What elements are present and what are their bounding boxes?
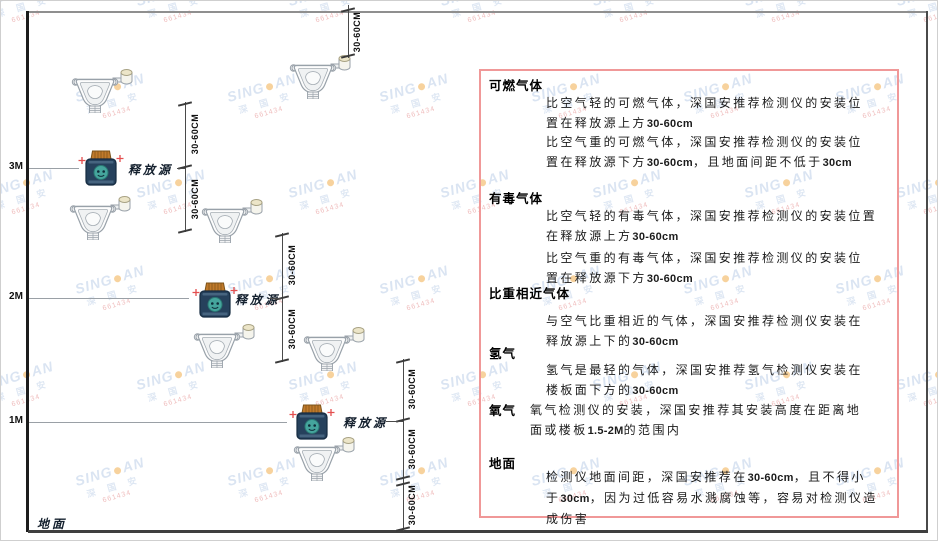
section-heading-toxic-gas: 有毒气体 — [489, 192, 544, 206]
release-source-icon — [77, 150, 125, 186]
dimension-stub — [177, 168, 185, 169]
release-source-label: 释放源 — [343, 416, 389, 430]
level-line-2m — [29, 298, 189, 299]
dimension-line — [403, 359, 404, 531]
right-wall-line — [926, 11, 928, 532]
gas-detector-icon — [69, 195, 131, 240]
watermark-dot-icon — [326, 370, 336, 379]
gas-detector-icon — [193, 323, 255, 368]
dimension-stub — [269, 298, 282, 299]
level-line-1m — [29, 422, 287, 423]
dimension-label: 30-60CM — [352, 11, 362, 53]
spec-paragraph: 比空气轻的有毒气体，深国安推荐检测仪的安装位置在释放源上方30-60cm — [546, 209, 878, 243]
watermark-dot-icon — [417, 466, 427, 475]
dimension-stub — [386, 421, 403, 422]
watermark-dot-icon — [174, 178, 184, 187]
spec-paragraph: 与空气比重相近的气体，深国安推荐检测仪安装在释放源上下的30-60cm — [546, 314, 863, 348]
release-source-label: 释放源 — [235, 293, 281, 307]
dimension-label: 30-60CM — [287, 308, 297, 350]
section-heading-combustible-gas: 可燃气体 — [489, 79, 544, 93]
spec-paragraph: 比空气重的有毒气体，深国安推荐检测仪的安装位置在释放源下方30-60cm — [546, 251, 863, 285]
spec-paragraph: 氢气是最轻的气体，深国安推荐氢气检测仪安装在楼板面下方的30-60cm — [546, 363, 863, 397]
dimension-label: 30-60CM — [287, 244, 297, 286]
spec-paragraph: 比空气重的可燃气体，深国安推荐检测仪的安装位置在释放源下方30-60cm，且地面… — [546, 135, 863, 169]
height-label-3m: 3M — [9, 161, 23, 172]
watermark-dot-icon — [417, 82, 427, 91]
height-label-2m: 2M — [9, 291, 23, 302]
dimension-label: 30-60CM — [190, 113, 200, 155]
watermark-dot-icon — [265, 466, 275, 475]
watermark-dot-icon — [326, 178, 336, 187]
height-label-1m: 1M — [9, 415, 23, 426]
section-heading-ground: 地面 — [489, 457, 517, 471]
watermark-dot-icon — [417, 274, 427, 283]
spec-paragraph: 比空气轻的可燃气体，深国安推荐检测仪的安装位置在释放源上方30-60cm — [546, 96, 863, 130]
level-line-3m — [29, 168, 79, 169]
watermark-dot-icon — [934, 178, 937, 187]
watermark-dot-icon — [113, 274, 123, 283]
section-heading-similar-density-gas: 比重相近气体 — [489, 287, 571, 301]
spec-paragraph: 氧气检测仪的安装，深国安推荐其安装高度在距离地面或楼板1.5-2M的范围内 — [530, 403, 862, 437]
gas-detector-icon — [201, 198, 263, 243]
dimension-label: 30-60CM — [407, 428, 417, 470]
ground-label: 地面 — [37, 517, 68, 531]
watermark-dot-icon — [174, 370, 184, 379]
section-heading-hydrogen: 氢气 — [489, 347, 517, 361]
dimension-label: 30-60CM — [407, 368, 417, 410]
spec-paragraph: 检测仪地面间距，深国安推荐在30-60cm，且不得小于30cm，因为过低容易水溅… — [546, 470, 878, 526]
ceiling-line — [28, 11, 928, 13]
gas-detector-icon — [289, 54, 351, 99]
dimension-line — [348, 5, 349, 58]
release-source-icon — [191, 282, 239, 318]
release-source-label: 释放源 — [128, 163, 174, 177]
gas-detector-icon — [303, 326, 365, 371]
dimension-label: 30-60CM — [190, 178, 200, 220]
watermark-dot-icon — [113, 466, 123, 475]
watermark-dot-icon — [265, 82, 275, 91]
section-heading-oxygen: 氧气 — [489, 404, 517, 418]
left-wall-axis — [26, 11, 29, 532]
dimension-tick — [177, 228, 193, 234]
release-source-icon — [288, 404, 336, 440]
gas-detector-icon — [71, 68, 133, 113]
ground-line — [28, 530, 928, 533]
installation-spec-panel: 可燃气体 比空气轻的可燃气体，深国安推荐检测仪的安装位置在释放源上方30-60c… — [479, 69, 899, 526]
dimension-tick — [274, 358, 290, 364]
watermark-dot-icon — [265, 274, 275, 283]
watermark-dot-icon — [934, 370, 937, 379]
dimension-label: 30-60CM — [407, 484, 417, 526]
